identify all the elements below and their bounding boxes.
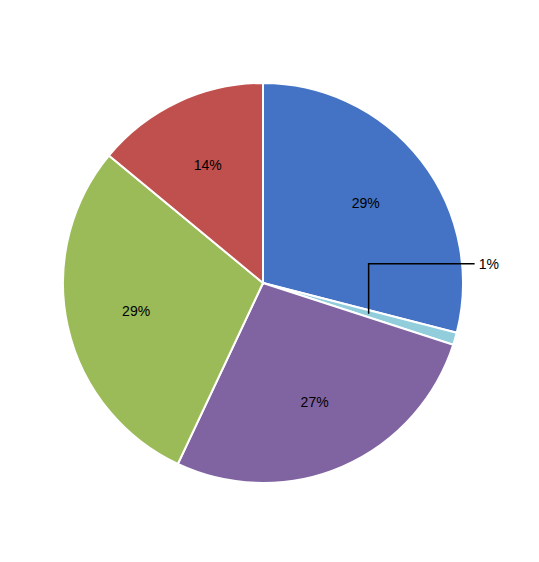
svg-text:27%: 27% — [301, 394, 329, 410]
svg-text:29%: 29% — [122, 303, 150, 319]
svg-text:29%: 29% — [352, 195, 380, 211]
svg-text:1%: 1% — [479, 256, 499, 272]
svg-text:14%: 14% — [194, 157, 222, 173]
